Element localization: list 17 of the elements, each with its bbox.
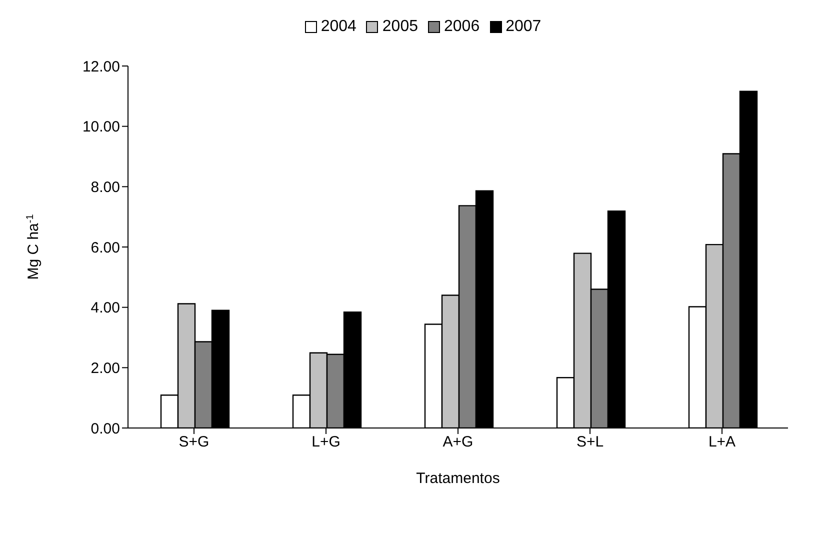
x-tick-label: S+L [576, 434, 604, 451]
legend-label: 2004 [320, 18, 356, 36]
y-tick-label: 8.00 [90, 178, 120, 196]
y-tick-label: 0.00 [90, 420, 120, 438]
legend-label: 2007 [506, 18, 542, 36]
x-axis-title: Tratamentos [416, 470, 500, 487]
y-tick-label: 2.00 [90, 360, 120, 377]
y-tick-label: 6.00 [90, 239, 120, 256]
y-tick-label: 12.00 [82, 58, 120, 76]
y-tick-label: 10.00 [82, 118, 120, 136]
legend-label: 2005 [382, 18, 418, 36]
x-tick-label: L+A [708, 434, 736, 451]
x-tick-label: S+G [178, 434, 210, 451]
x-tick-label: A+G [442, 434, 474, 451]
legend-label: 2006 [444, 18, 480, 36]
y-tick-label: 4.00 [90, 300, 120, 317]
x-tick-label: L+G [312, 434, 340, 451]
